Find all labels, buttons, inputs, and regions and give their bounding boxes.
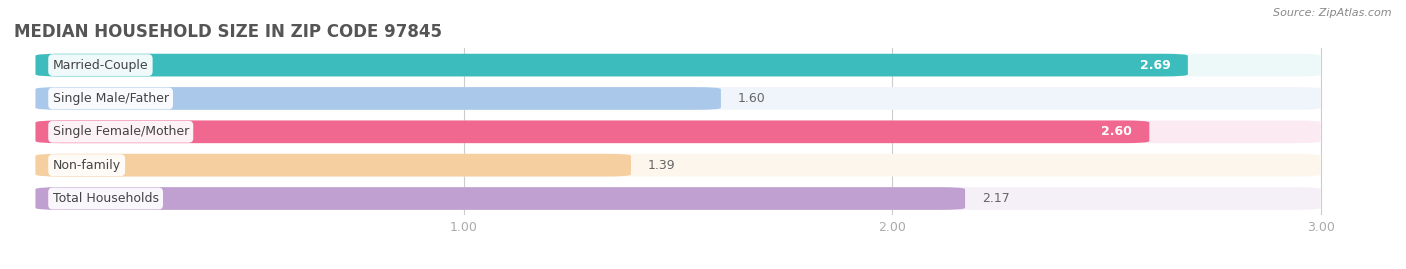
Text: 1.39: 1.39 xyxy=(648,159,676,172)
FancyBboxPatch shape xyxy=(35,154,1320,176)
FancyBboxPatch shape xyxy=(35,121,1320,143)
Text: Married-Couple: Married-Couple xyxy=(52,59,148,72)
FancyBboxPatch shape xyxy=(35,87,721,110)
FancyBboxPatch shape xyxy=(35,154,631,176)
Text: 2.60: 2.60 xyxy=(1101,125,1132,138)
Text: Non-family: Non-family xyxy=(52,159,121,172)
Text: 1.60: 1.60 xyxy=(738,92,766,105)
Text: Total Households: Total Households xyxy=(52,192,159,205)
Text: Single Female/Mother: Single Female/Mother xyxy=(52,125,188,138)
Text: MEDIAN HOUSEHOLD SIZE IN ZIP CODE 97845: MEDIAN HOUSEHOLD SIZE IN ZIP CODE 97845 xyxy=(14,23,441,41)
Text: 2.17: 2.17 xyxy=(983,192,1010,205)
FancyBboxPatch shape xyxy=(35,87,1320,110)
FancyBboxPatch shape xyxy=(35,54,1320,76)
Text: Source: ZipAtlas.com: Source: ZipAtlas.com xyxy=(1274,8,1392,18)
Text: Single Male/Father: Single Male/Father xyxy=(52,92,169,105)
FancyBboxPatch shape xyxy=(35,54,1188,76)
FancyBboxPatch shape xyxy=(35,187,965,210)
Text: 2.69: 2.69 xyxy=(1140,59,1171,72)
FancyBboxPatch shape xyxy=(35,121,1149,143)
FancyBboxPatch shape xyxy=(35,187,1320,210)
